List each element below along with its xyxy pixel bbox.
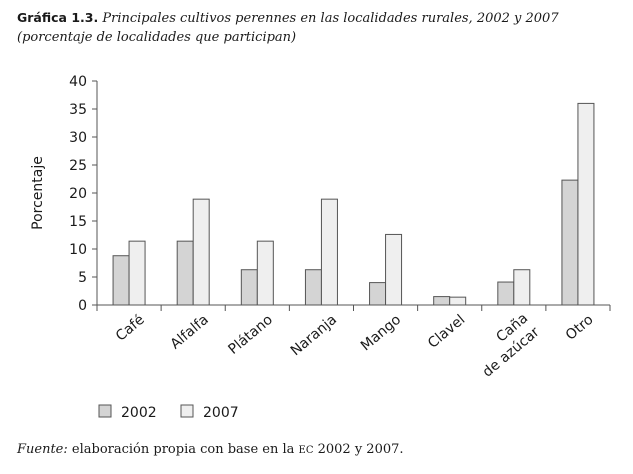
x-category-label-line: Mango bbox=[358, 312, 404, 354]
figure-title: Principales cultivos perennes en las loc… bbox=[102, 11, 559, 26]
source-text-after: 2002 y 2007. bbox=[313, 442, 404, 457]
y-tick-label: 30 bbox=[69, 130, 87, 146]
bar-2002 bbox=[304, 269, 322, 306]
x-category-label-line: Naranja bbox=[288, 312, 340, 359]
y-tick-label: 25 bbox=[69, 158, 87, 174]
source-text-before: elaboración propia con base en la bbox=[67, 442, 299, 457]
bar-2002 bbox=[369, 282, 387, 306]
bar-2002 bbox=[240, 269, 258, 306]
legend-swatch-2002 bbox=[98, 404, 112, 418]
bar-2007 bbox=[192, 198, 210, 306]
source-prefix: Fuente: bbox=[17, 442, 68, 457]
bar-2007 bbox=[385, 233, 403, 306]
legend-swatch-2007 bbox=[180, 404, 194, 418]
x-category-label-line: Plátano bbox=[225, 312, 275, 358]
x-category-label-line: Café bbox=[113, 312, 148, 345]
x-category-label-line: Clavel bbox=[425, 312, 468, 352]
bar-2002 bbox=[497, 281, 515, 306]
y-tick-label: 10 bbox=[69, 242, 87, 258]
bar-2007 bbox=[449, 296, 467, 306]
legend-label-2002: 2002 bbox=[121, 405, 157, 421]
x-category-label: Alfalfa bbox=[167, 312, 211, 353]
bar-2002 bbox=[112, 255, 130, 306]
bar-2007 bbox=[256, 240, 274, 306]
x-category-label-line: Otro bbox=[563, 312, 597, 344]
x-category-label: Clavel bbox=[425, 312, 468, 352]
bar-2002 bbox=[561, 179, 579, 306]
chart-title: Gráfica 1.3. Principales cultivos perenn… bbox=[17, 8, 559, 47]
y-tick-label: 35 bbox=[69, 102, 87, 118]
source-note: Fuente: elaboración propia con base en l… bbox=[17, 442, 404, 457]
x-category-label: Naranja bbox=[288, 312, 340, 359]
bar-2002 bbox=[433, 296, 451, 306]
bar-2007 bbox=[320, 198, 338, 306]
source-abbr: EC bbox=[298, 445, 314, 456]
y-tick-label: 0 bbox=[78, 298, 87, 314]
legend-label-2007: 2007 bbox=[203, 405, 239, 421]
y-axis-label: Porcentaje bbox=[30, 156, 46, 230]
bar-2002 bbox=[176, 240, 194, 306]
y-tick-label: 40 bbox=[69, 74, 87, 90]
x-category-label: Mango bbox=[358, 312, 404, 354]
y-tick-label: 15 bbox=[69, 214, 87, 230]
x-category-label: Cañade azúcar bbox=[468, 310, 543, 380]
bar-chart: 0 5 10 15 20 25 30 35 40 Porcentaje Café Alfalfa Plá… bbox=[30, 74, 611, 421]
bar-2007 bbox=[513, 269, 531, 306]
y-tick-label: 20 bbox=[69, 186, 87, 202]
figure-label: Gráfica 1.3. bbox=[17, 10, 99, 25]
y-tick-label: 5 bbox=[78, 270, 87, 286]
figure-subtitle: (porcentaje de localidades que participa… bbox=[17, 30, 297, 45]
x-category-label: Plátano bbox=[225, 312, 275, 358]
x-category-label-line: Alfalfa bbox=[167, 312, 211, 353]
bar-2007 bbox=[577, 102, 595, 306]
bar-2007 bbox=[128, 240, 146, 306]
x-category-label: Otro bbox=[563, 312, 597, 344]
x-category-label: Café bbox=[113, 312, 148, 345]
